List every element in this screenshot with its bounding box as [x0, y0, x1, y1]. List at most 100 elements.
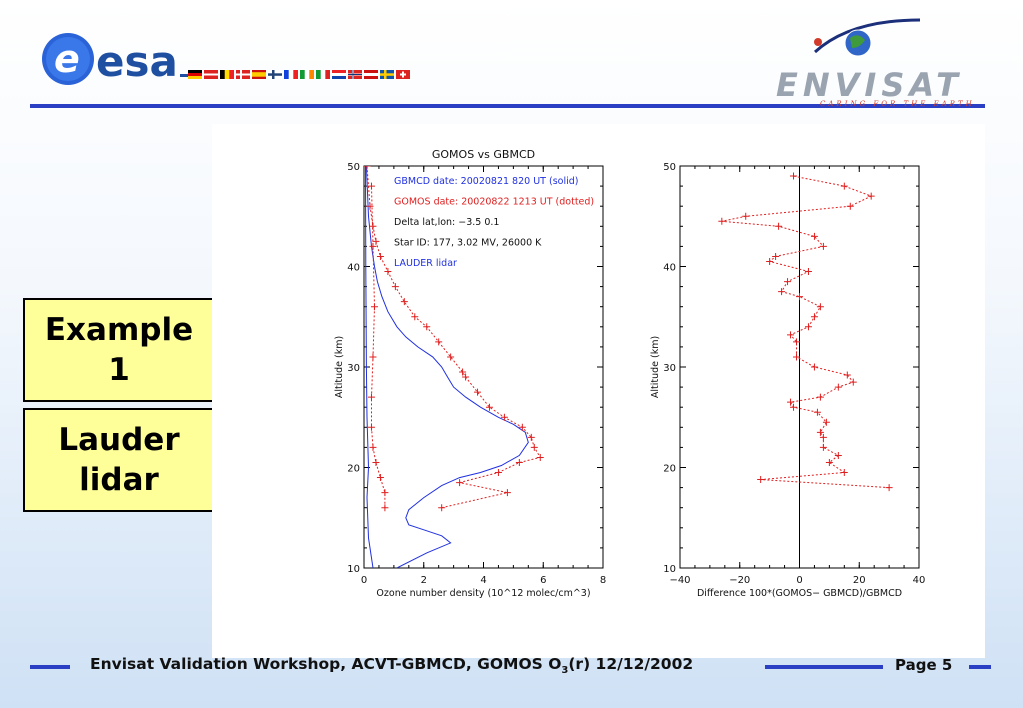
- chart2-y-tick-label: 50: [663, 162, 676, 173]
- chart2-series-point-0: [790, 172, 798, 180]
- chart2-series-line-0: [721, 175, 890, 489]
- chart1-series-point-1: [527, 433, 535, 441]
- chart1-y-tick-label: 30: [347, 363, 360, 374]
- chart2-y-tick-label: 10: [663, 564, 676, 575]
- svg-text:e: e: [54, 37, 80, 81]
- chart2-series-point-0: [819, 433, 827, 441]
- chart1-x-axis-label: Ozone number density (10^12 molec/cm^3): [376, 588, 590, 599]
- chart2-series-point-0: [819, 242, 827, 250]
- chart1-series-point-1: [536, 453, 544, 461]
- chart1-series-point-1: [462, 373, 470, 381]
- envisat-satellite-dot: [814, 38, 822, 46]
- chart1-y-tick-label: 50: [347, 162, 360, 173]
- page-word: Page: [895, 656, 937, 674]
- chart2-x-axis-label: Difference 100*(GOMOS− GBMCD)/GBMCD: [697, 588, 902, 599]
- chart1-series-line-2: [365, 166, 374, 568]
- chart1-series-point-3: [367, 393, 375, 401]
- chart1-series-line-1: [366, 166, 542, 509]
- chart2-y-tick-label: 30: [663, 363, 676, 374]
- chart2-series-point-0: [843, 371, 851, 379]
- chart1-series-point-1: [518, 423, 526, 431]
- chart1-series-point-1: [515, 458, 523, 466]
- chart2-series-point-0: [766, 257, 774, 265]
- chart2-series-point-0: [846, 202, 854, 210]
- chart2-series-point-0: [840, 469, 848, 477]
- chart2-series-point-0: [787, 331, 795, 339]
- chart2-series-point-0: [822, 418, 830, 426]
- ozone-profile-figure: 0 2 4 6 8 10 20 30 40 50 GOMOS vs GBMCD Ozone numbe…: [334, 148, 926, 599]
- chart1-series-point-1: [438, 504, 446, 512]
- chart1-series-point-1: [530, 443, 538, 451]
- esa-wordmark: esa: [96, 37, 178, 86]
- chart2-series-point-0: [796, 293, 803, 301]
- chart2-series-point-0: [834, 451, 842, 459]
- example-label-line1: Example: [44, 312, 194, 348]
- chart1-series-point-3: [370, 303, 378, 311]
- chart1-series-point-1: [391, 283, 399, 291]
- example-label-line2: 1: [108, 352, 130, 388]
- footer-title-date: (r) 12/12/2002: [568, 655, 694, 673]
- page-indicator: Page 5: [895, 656, 952, 674]
- footer-title-main: Envisat Validation Workshop, ACVT-GBMCD,…: [90, 655, 562, 673]
- chart2-y-axis-label: Altitude (km): [650, 336, 661, 398]
- footer-rule-middle: [765, 665, 883, 669]
- chart1-series-point-1: [435, 338, 443, 346]
- chart2-series-point-0: [810, 313, 818, 321]
- chart1-title: GOMOS vs GBMCD: [432, 148, 535, 161]
- chart1-series-point-1: [423, 323, 431, 331]
- chart2-series-point-0: [718, 217, 726, 225]
- chart1-series-point-3: [369, 353, 377, 361]
- chart2-series-point-0: [757, 476, 765, 484]
- figure-panel: 0 2 4 6 8 10 20 30 40 50 GOMOS vs GBMCD Ozone numbe…: [212, 124, 985, 658]
- chart1-series-point-3: [369, 242, 377, 250]
- chart2-series-point-0: [804, 268, 812, 276]
- chart1-series-point-1: [459, 368, 467, 376]
- chart2-series-point-0: [867, 192, 875, 200]
- chart2-x-tick-label: 40: [913, 575, 926, 586]
- footer-rule-left: [30, 665, 70, 669]
- chart1-series-point-1: [447, 353, 455, 361]
- page-number: 5: [941, 656, 953, 674]
- chart1-series-point-1: [366, 202, 374, 210]
- chart1-series-point-1: [503, 489, 511, 497]
- chart2-series-point-0: [784, 278, 792, 286]
- chart1-annotation-1: GOMOS date: 20020822 1213 UT (dotted): [394, 197, 594, 208]
- chart1-series-point-3: [369, 443, 377, 451]
- chart2-y-tick-label: 40: [663, 263, 676, 274]
- envisat-tagline: CARING FOR THE EARTH: [820, 100, 975, 108]
- chart1-y-tick-label: 10: [347, 564, 360, 575]
- chart1-series-line-3: [371, 186, 386, 508]
- chart1-y-axis-label: Altitude (km): [334, 336, 345, 398]
- chart2-series-point-0: [804, 323, 812, 331]
- chart2-x-tick-label: 20: [853, 575, 866, 586]
- esa-logo: e esa: [42, 33, 410, 86]
- chart1-x-tick-label: 6: [540, 575, 546, 586]
- envisat-logo: ENVISAT CARING FOR THE EARTH: [770, 18, 985, 108]
- chart1-series-point-1: [474, 388, 482, 396]
- chart1-x-tick-label: 0: [361, 575, 367, 586]
- chart1-series-point-3: [376, 474, 384, 482]
- lauder-label-line2: lidar: [79, 462, 159, 498]
- chart2-series-point-0: [790, 403, 798, 411]
- chart2-series-point-0: [772, 252, 780, 260]
- chart1-series-point-1: [411, 313, 419, 321]
- member-flags: [188, 70, 410, 79]
- chart2-series-point-0: [885, 484, 893, 492]
- chart1-annotation-4: LAUDER lidar: [394, 258, 457, 269]
- chart2-x-tick-label: 0: [796, 575, 802, 586]
- chart2-series-point-0: [819, 443, 827, 451]
- chart1-series-point-3: [381, 489, 389, 497]
- footer-title-subscript: 3: [561, 665, 569, 677]
- chart1-x-tick-label: 2: [421, 575, 427, 586]
- chart2-series-point-0: [813, 408, 821, 416]
- chart2-x-tick-label: −20: [729, 575, 750, 586]
- footer-title: Envisat Validation Workshop, ACVT-GBMCD,…: [90, 655, 693, 676]
- chart2-series-point-0: [816, 428, 824, 436]
- chart1-series-point-1: [494, 469, 502, 477]
- chart2-series-point-0: [778, 288, 786, 296]
- envisat-wordmark: ENVISAT: [776, 66, 963, 104]
- chart2-series-point-0: [775, 222, 783, 230]
- chart2-series-point-0: [834, 383, 842, 391]
- chart2-series-point-0: [742, 212, 750, 220]
- chart1-series-point-1: [500, 413, 508, 421]
